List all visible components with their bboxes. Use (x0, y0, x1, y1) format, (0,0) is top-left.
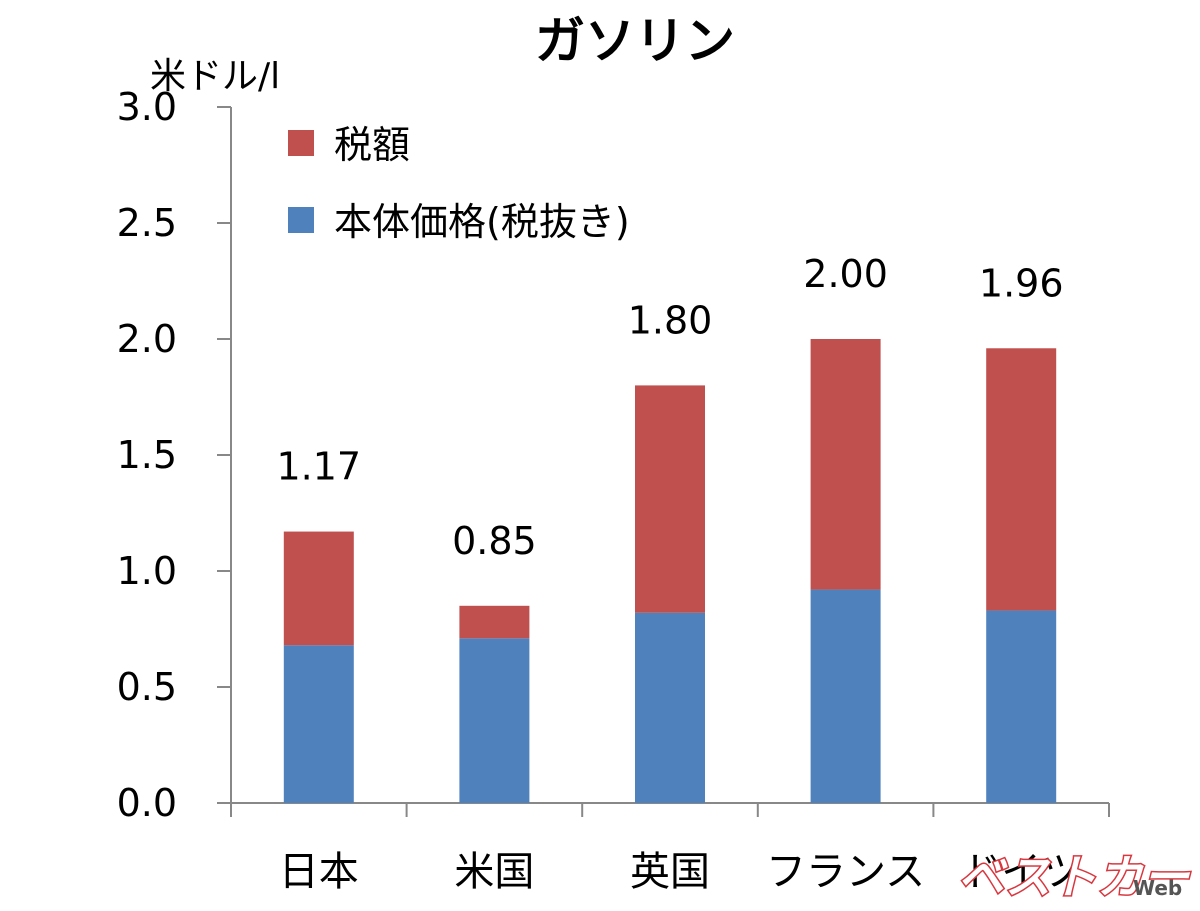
bar-segment-base (986, 610, 1057, 803)
x-category-label: 米国 (454, 849, 534, 895)
watermark-brand: ベストカー (958, 850, 1191, 904)
x-axis: 日本 米国 英国 フランス ドイツ (230, 802, 1110, 895)
y-tick-label: 1.0 (117, 549, 177, 593)
legend-swatch-base (288, 207, 314, 233)
watermark-web: Web (1133, 876, 1182, 900)
total-value-label: 1.96 (979, 261, 1064, 305)
y-tick-label: 2.5 (117, 201, 177, 245)
legend-swatch-tax (288, 130, 314, 156)
y-tick-label: 2.0 (117, 317, 177, 361)
legend: 税額 本体価格(税抜き) (288, 123, 630, 244)
total-labels: 1.17 0.85 1.80 2.00 1.96 (276, 252, 1063, 563)
y-axis-unit-label: 米ドル/l (150, 56, 280, 97)
y-tick-label: 3.0 (117, 85, 177, 129)
bar-segment-base (635, 612, 705, 803)
y-axis: 0.0 0.5 1.0 1.5 2.0 2.5 3.0 (117, 85, 232, 825)
total-value-label: 1.80 (628, 298, 713, 342)
y-tick-label: 0.0 (117, 781, 177, 825)
bar-segment-tax (810, 339, 881, 590)
bar-segment-base (283, 645, 354, 803)
watermark-logo: ベストカー Web (957, 849, 1193, 906)
chart-title: ガソリン (535, 12, 735, 70)
bar-segment-base (810, 589, 881, 803)
total-value-label: 2.00 (803, 252, 888, 296)
x-category-label: 日本 (279, 849, 359, 895)
total-value-label: 0.85 (452, 519, 537, 563)
bar-segment-tax (986, 348, 1057, 611)
bar-segment-tax (635, 385, 705, 613)
total-value-label: 1.17 (276, 445, 361, 489)
x-category-label: ドイツ (961, 849, 1081, 895)
bar-segment-tax (459, 605, 530, 639)
bars (283, 339, 1057, 803)
bar-segment-tax (283, 531, 354, 646)
legend-label-tax: 税額 (334, 123, 410, 167)
x-category-label: 英国 (630, 849, 710, 895)
legend-label-base: 本体価格(税抜き) (334, 200, 630, 244)
x-category-label: フランス (766, 849, 925, 895)
bar-segment-base (459, 638, 530, 803)
y-tick-label: 0.5 (117, 665, 177, 709)
y-tick-label: 1.5 (117, 433, 177, 477)
